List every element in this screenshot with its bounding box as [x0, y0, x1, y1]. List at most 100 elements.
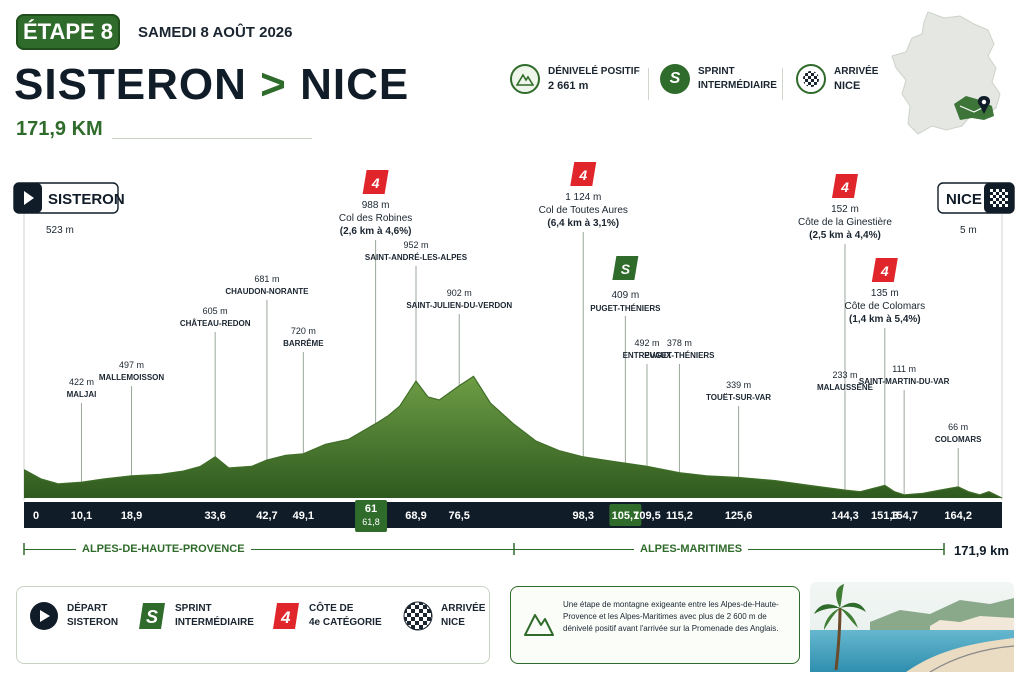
waypoint-altitude: 422 m: [69, 377, 94, 387]
legend-cote-sub: 4e CATÉGORIE: [309, 617, 382, 628]
km-tick-label: 61: [365, 503, 377, 515]
checkered-flag-icon: [796, 64, 826, 94]
km-tick-label: 18,9: [121, 510, 142, 522]
department-left: ALPES-DE-HAUTE-PROVENCE: [76, 543, 251, 555]
mountain-icon: [524, 614, 554, 636]
finish-label: NICE: [946, 191, 982, 208]
finish-value: NICE: [834, 80, 861, 92]
department-boundary-tick: [513, 543, 515, 555]
checkered-flag-icon: [403, 601, 433, 631]
stage-note-text: Une étape de montagne exigeante entre le…: [563, 600, 779, 633]
route-trace: [959, 105, 983, 113]
sprint-title: SPRINT: [698, 66, 735, 77]
climb-detail: (1,4 km à 5,4%): [849, 314, 921, 325]
department-start-tick: [23, 543, 25, 555]
svg-text:S: S: [146, 607, 158, 627]
climb-altitude: 988 m: [362, 200, 390, 211]
climb-altitude: 152 m: [831, 204, 859, 215]
climb-name: Côte de la Ginestière: [798, 217, 892, 228]
waypoint-name: CHAUDON-NORANTE: [225, 287, 309, 296]
waypoint-name: PUGET-THÉNIERS: [644, 351, 715, 360]
legend-arrivee-value: NICE: [441, 617, 465, 628]
km-axis: [24, 502, 1002, 528]
km-tick-label: 109,5: [633, 510, 661, 522]
climb-marker: 4 152 m Côte de la Ginestière (2,5 km à 4,4…: [798, 174, 892, 241]
elevation-ridge: [23, 375, 1003, 499]
play-icon: [24, 191, 34, 205]
info-sprint: S SPRINT INTERMÉDIAIRE: [660, 64, 777, 94]
km-tick-label: 154,7: [890, 510, 918, 522]
route-title: SISTERON > NICE: [14, 60, 409, 110]
waypoint-name: SAINT-JULIEN-DU-VERDON: [406, 301, 512, 310]
sprint-marker: S 409 m PUGET-THÉNIERS: [590, 256, 661, 313]
stage-note: Une étape de montagne exigeante entre le…: [510, 586, 800, 664]
legend-sprint: S SPRINT INTERMÉDIAIRE: [137, 601, 254, 631]
km-tick-label: 151,3: [871, 510, 899, 522]
waypoint-name: COLOMARS: [935, 435, 982, 444]
climb-altitude: 1 124 m: [565, 192, 601, 203]
km-highlight: [355, 500, 388, 532]
climb-name: Col de Toutes Aures: [539, 205, 628, 216]
km-highlight: [609, 504, 642, 526]
climb-category: 4: [578, 167, 587, 183]
climb-detail: (6,4 km à 3,1%): [547, 218, 619, 229]
km-tick-label: 68,9: [405, 510, 426, 522]
km-tick-label: 76,5: [449, 510, 470, 522]
waypoint-altitude: 378 m: [667, 338, 692, 348]
finish-title: ARRIVÉE: [834, 66, 879, 77]
climb-category: 4: [840, 179, 849, 195]
location-pin-icon: [977, 96, 991, 114]
climb-category-icon: [362, 170, 389, 194]
route-separator: >: [260, 60, 287, 109]
route-finish: NICE: [300, 60, 410, 109]
legend-depart-value: SISTERON: [67, 617, 119, 628]
sprint-icon: [612, 256, 639, 280]
info-divider: [648, 68, 649, 100]
department-end-tick: [943, 543, 945, 555]
title-divider: [112, 138, 312, 139]
info-elevation: DÉNIVELÉ POSITIF 2 661 m: [510, 64, 640, 94]
legend-arrivee: ARRIVÉE NICE: [403, 601, 485, 631]
waypoint-name: SAINT-MARTIN-DU-VAR: [859, 377, 950, 386]
start-label: SISTERON: [48, 191, 125, 208]
waypoint-altitude: 952 m: [403, 240, 428, 250]
total-distance: 171,9 km: [954, 543, 1009, 558]
legend-depart-title: DÉPART: [67, 603, 108, 614]
km-tick-label: 105,7: [612, 510, 640, 522]
waypoint-altitude: 681 m: [254, 274, 279, 284]
km-tick-label: 98,3: [573, 510, 594, 522]
waypoint-name: SAINT-ANDRÉ-LES-ALPES: [365, 253, 468, 262]
start-altitude: 523 m: [46, 225, 74, 236]
climb-category-icon: [570, 162, 597, 186]
waypoint-altitude: 902 m: [447, 288, 472, 298]
stage-label: ÉTAPE 8: [22, 19, 114, 44]
sprint-sub: INTERMÉDIAIRE: [698, 80, 777, 91]
km-tick-label: 115,2: [666, 510, 693, 522]
legend-cote-title: CÔTE DE: [309, 603, 354, 614]
waypoint-name: BARRÊME: [283, 339, 324, 348]
legend-depart: DÉPART SISTERON: [29, 601, 118, 631]
climb-category-icon: 4: [273, 603, 299, 629]
legend-sprint-sub: INTERMÉDIAIRE: [175, 617, 254, 628]
checkered-flag-icon: [990, 189, 1008, 207]
finish-altitude: 5 m: [960, 225, 977, 236]
km-tick-label: 144,3: [831, 510, 859, 522]
stage-profile: SISTERON 523 m NICE 5 m 422 m MALJAI 497 m…: [13, 162, 1015, 532]
waypoint-altitude: 497 m: [119, 360, 144, 370]
climb-name: Col des Robines: [339, 213, 412, 224]
legend-cote: 4 CÔTE DE 4e CATÉGORIE: [271, 601, 382, 631]
waypoint-altitude: 339 m: [726, 380, 751, 390]
palm-tree-icon: [814, 584, 866, 671]
climb-altitude: 135 m: [871, 288, 899, 299]
waypoint-name: TOUËT-SUR-VAR: [706, 393, 771, 402]
km-tick-label: 42,7: [256, 510, 277, 522]
elevation-value: 2 661 m: [548, 80, 589, 92]
waypoint-name: MALAUSSÈNE: [817, 383, 874, 392]
climb-category-icon: [871, 258, 898, 282]
route-start: SISTERON: [14, 60, 247, 109]
sprint-icon: S: [660, 64, 690, 94]
climb-category: 4: [371, 175, 380, 191]
waypoint-altitude: 66 m: [948, 422, 968, 432]
waypoint-altitude: 492 m: [634, 338, 659, 348]
play-circle-icon: [30, 602, 58, 630]
